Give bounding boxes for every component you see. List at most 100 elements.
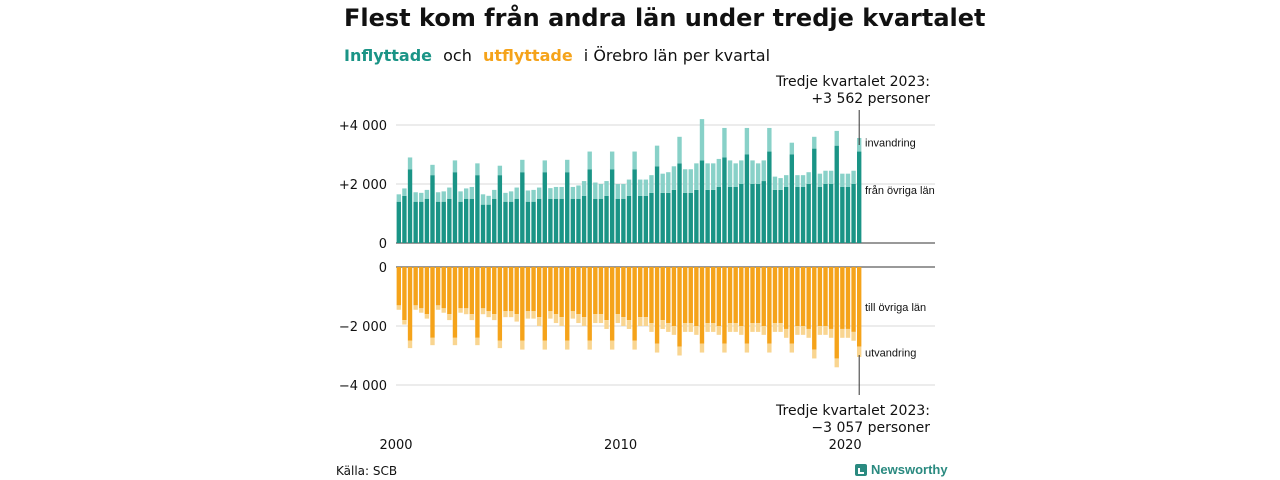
bar-från-övriga-län xyxy=(458,201,463,243)
bar-utvandring xyxy=(559,317,564,326)
bar-invandring xyxy=(604,181,609,196)
bar-till-övriga-län xyxy=(638,267,643,318)
bar-till-övriga-län xyxy=(486,267,491,312)
bar-utvandring xyxy=(480,308,486,315)
series-label: från övriga län xyxy=(865,185,935,197)
bar-invandring xyxy=(548,188,553,199)
bar-invandring xyxy=(520,159,525,173)
bar-utvandring xyxy=(666,323,671,332)
annotation-top: Tredje kvartalet 2023: +3 562 personer xyxy=(776,74,930,108)
bar-invandring xyxy=(851,170,856,184)
x-tick-label: 2020 xyxy=(829,438,862,453)
bar-från-övriga-län xyxy=(739,184,744,243)
bar-till-övriga-län xyxy=(525,267,531,312)
bar-från-övriga-län xyxy=(435,201,441,243)
bar-till-övriga-län xyxy=(435,267,441,306)
bar-invandring xyxy=(778,178,783,190)
bar-från-övriga-län xyxy=(542,172,547,243)
bar-invandring xyxy=(435,192,441,202)
bar-utvandring xyxy=(621,317,626,326)
bar-utvandring xyxy=(548,311,553,319)
bar-invandring xyxy=(795,175,800,187)
bar-från-övriga-län xyxy=(570,198,576,243)
subtitle-inflyttade: Inflyttade xyxy=(344,46,433,65)
bar-från-övriga-län xyxy=(593,198,598,243)
bar-invandring xyxy=(840,173,845,187)
bar-utvandring xyxy=(772,323,778,332)
bar-från-övriga-län xyxy=(823,184,828,243)
annotation-bottom-line1: Tredje kvartalet 2023: xyxy=(776,403,930,419)
bar-utvandring xyxy=(419,308,424,313)
bar-invandring xyxy=(828,170,834,184)
bar-från-övriga-län xyxy=(480,204,486,243)
bar-till-övriga-län xyxy=(593,267,598,315)
bar-invandring xyxy=(671,166,677,190)
bar-till-övriga-län xyxy=(447,267,452,315)
bar-från-övriga-län xyxy=(795,186,800,243)
annotation-bottom-line2: −3 057 personer xyxy=(811,420,930,436)
bar-utvandring xyxy=(643,317,649,326)
bar-utvandring xyxy=(705,323,710,332)
bar-utvandring xyxy=(654,343,660,353)
bar-till-övriga-län xyxy=(503,267,508,312)
bar-till-övriga-län xyxy=(795,267,800,326)
chart-subtitle: Inflyttade och utflyttade i Örebro län p… xyxy=(344,46,776,65)
bar-invandring xyxy=(649,175,654,193)
y-tick-label: 0 xyxy=(379,237,387,252)
subtitle-och: och xyxy=(443,46,472,65)
bar-till-övriga-län xyxy=(514,267,519,315)
bar-till-övriga-län xyxy=(604,267,609,321)
bar-från-övriga-län xyxy=(402,195,407,243)
bar-till-övriga-län xyxy=(722,267,727,344)
bar-från-övriga-län xyxy=(767,151,772,243)
bar-utvandring xyxy=(733,323,738,332)
bar-till-övriga-län xyxy=(755,267,761,324)
bar-utvandring xyxy=(727,323,733,332)
x-tick-label: 2010 xyxy=(604,438,637,453)
bar-från-övriga-län xyxy=(857,151,862,243)
bar-från-övriga-län xyxy=(666,192,671,243)
bar-till-övriga-län xyxy=(666,267,671,324)
y-tick-label: 0 xyxy=(379,261,387,276)
bar-till-övriga-län xyxy=(632,267,637,341)
bar-invandring xyxy=(570,186,576,199)
bar-från-övriga-län xyxy=(407,169,413,243)
bar-från-övriga-län xyxy=(660,192,665,243)
bar-utvandring xyxy=(744,343,750,353)
bar-utvandring xyxy=(542,340,547,350)
bar-invandring xyxy=(666,172,671,193)
bar-till-övriga-län xyxy=(548,267,553,312)
bar-från-övriga-län xyxy=(699,160,705,243)
bar-från-övriga-län xyxy=(598,198,604,243)
newsworthy-icon xyxy=(855,463,867,476)
bar-från-övriga-län xyxy=(536,198,542,243)
bar-till-övriga-län xyxy=(767,267,772,344)
series-label: till övriga län xyxy=(865,302,926,314)
x-tick-label: 2000 xyxy=(379,438,412,453)
bar-invandring xyxy=(475,163,480,176)
bar-till-övriga-län xyxy=(581,267,587,318)
bar-invandring xyxy=(845,173,851,187)
bar-till-övriga-län xyxy=(497,267,503,341)
bar-från-övriga-län xyxy=(828,184,834,243)
bar-från-övriga-län xyxy=(469,198,474,243)
bar-från-övriga-län xyxy=(486,204,491,243)
bar-till-övriga-län xyxy=(553,267,559,315)
bar-till-övriga-län xyxy=(520,267,525,341)
bar-till-övriga-län xyxy=(789,267,795,344)
bar-utvandring xyxy=(795,326,800,335)
bar-invandring xyxy=(688,169,693,193)
bar-invandring xyxy=(430,164,435,176)
bar-invandring xyxy=(761,160,766,182)
bar-utvandring xyxy=(520,340,525,350)
bar-från-övriga-län xyxy=(475,175,480,243)
bar-invandring xyxy=(458,191,463,202)
bar-till-övriga-län xyxy=(778,267,783,324)
bar-utvandring xyxy=(503,311,508,318)
y-tick-label: −2 000 xyxy=(339,320,387,335)
bar-från-övriga-län xyxy=(413,201,418,243)
bar-invandring xyxy=(834,130,839,146)
bar-till-övriga-län xyxy=(626,267,632,321)
bar-invandring xyxy=(598,184,604,199)
bar-utvandring xyxy=(626,320,632,329)
